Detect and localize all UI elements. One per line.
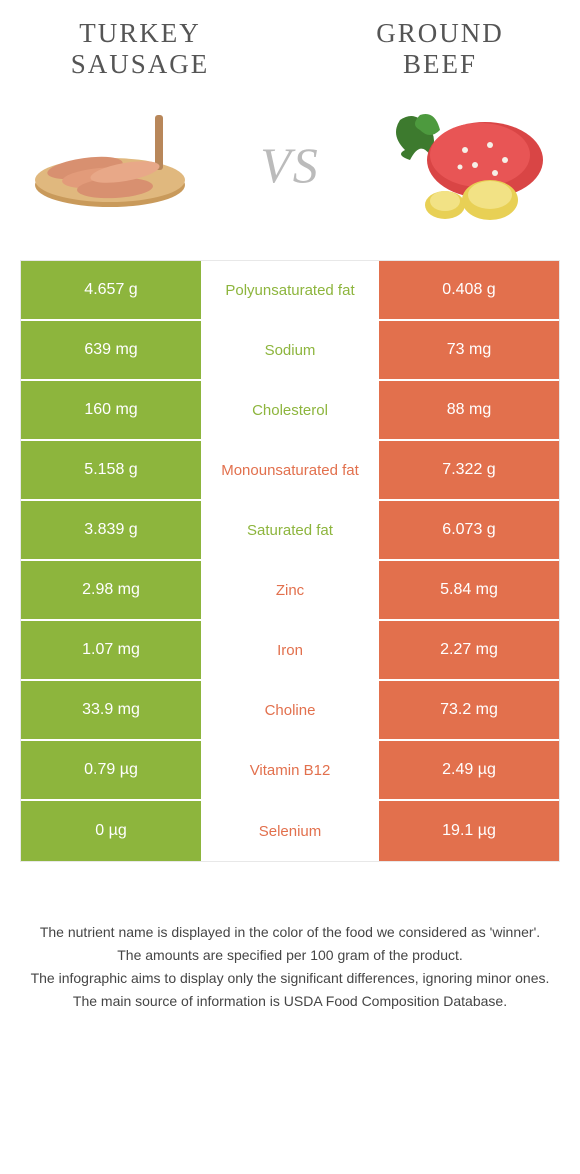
footer-notes: The nutrient name is displayed in the co…: [0, 862, 580, 1012]
right-value: 73 mg: [379, 321, 559, 379]
left-value: 160 mg: [21, 381, 201, 439]
right-value: 73.2 mg: [379, 681, 559, 739]
nutrient-label: Cholesterol: [201, 381, 379, 439]
header: TURKEY SAUSAGE GROUND BEEF: [0, 0, 580, 80]
table-row: 33.9 mgCholine73.2 mg: [21, 681, 559, 741]
nutrient-label: Selenium: [201, 801, 379, 861]
left-food-image: [25, 100, 195, 230]
nutrient-label: Iron: [201, 621, 379, 679]
right-value: 19.1 µg: [379, 801, 559, 861]
left-value: 639 mg: [21, 321, 201, 379]
left-food-title: TURKEY SAUSAGE: [40, 18, 240, 80]
nutrient-label: Sodium: [201, 321, 379, 379]
vs-label: VS: [260, 136, 320, 194]
right-value: 5.84 mg: [379, 561, 559, 619]
left-value: 2.98 mg: [21, 561, 201, 619]
nutrient-label: Monounsaturated fat: [201, 441, 379, 499]
table-row: 0 µgSelenium19.1 µg: [21, 801, 559, 861]
table-row: 3.839 gSaturated fat6.073 g: [21, 501, 559, 561]
nutrient-label: Vitamin B12: [201, 741, 379, 799]
right-food-title: GROUND BEEF: [340, 18, 540, 80]
table-row: 1.07 mgIron2.27 mg: [21, 621, 559, 681]
table-row: 0.79 µgVitamin B122.49 µg: [21, 741, 559, 801]
footer-line-4: The main source of information is USDA F…: [30, 991, 550, 1012]
right-value: 2.49 µg: [379, 741, 559, 799]
nutrient-label: Polyunsaturated fat: [201, 261, 379, 319]
table-row: 4.657 gPolyunsaturated fat0.408 g: [21, 261, 559, 321]
right-value: 7.322 g: [379, 441, 559, 499]
left-value: 33.9 mg: [21, 681, 201, 739]
comparison-table: 4.657 gPolyunsaturated fat0.408 g639 mgS…: [20, 260, 560, 862]
right-value: 88 mg: [379, 381, 559, 439]
right-value: 2.27 mg: [379, 621, 559, 679]
left-value: 4.657 g: [21, 261, 201, 319]
right-value: 0.408 g: [379, 261, 559, 319]
nutrient-label: Zinc: [201, 561, 379, 619]
left-value: 3.839 g: [21, 501, 201, 559]
table-row: 2.98 mgZinc5.84 mg: [21, 561, 559, 621]
nutrient-label: Choline: [201, 681, 379, 739]
right-food-image: [385, 100, 555, 230]
table-row: 160 mgCholesterol88 mg: [21, 381, 559, 441]
footer-line-3: The infographic aims to display only the…: [30, 968, 550, 989]
right-value: 6.073 g: [379, 501, 559, 559]
table-row: 639 mgSodium73 mg: [21, 321, 559, 381]
nutrient-label: Saturated fat: [201, 501, 379, 559]
left-value: 5.158 g: [21, 441, 201, 499]
vs-row: VS: [0, 80, 580, 260]
footer-line-2: The amounts are specified per 100 gram o…: [30, 945, 550, 966]
table-row: 5.158 gMonounsaturated fat7.322 g: [21, 441, 559, 501]
left-value: 1.07 mg: [21, 621, 201, 679]
left-value: 0 µg: [21, 801, 201, 861]
left-value: 0.79 µg: [21, 741, 201, 799]
footer-line-1: The nutrient name is displayed in the co…: [30, 922, 550, 943]
